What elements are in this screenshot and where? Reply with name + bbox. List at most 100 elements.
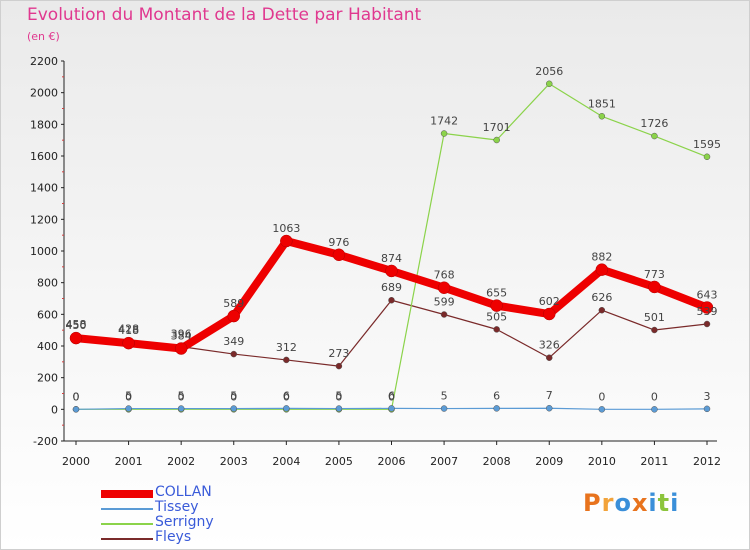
data-label-serrigny: 1742 [430, 115, 458, 128]
data-point-tissey [177, 405, 185, 412]
y-tick-label: 800 [37, 277, 58, 290]
data-label-serrigny: 1726 [640, 117, 668, 130]
data-point-serrigny [598, 113, 606, 120]
legend-swatch-fleys [101, 537, 153, 540]
data-label-serrigny: 0 [283, 390, 290, 403]
data-label-fleys: 326 [539, 339, 560, 352]
data-label-fleys: 349 [223, 335, 244, 348]
data-point-tissey [651, 406, 658, 413]
data-point-tissey [230, 405, 237, 412]
y-tick-label: 2200 [30, 55, 58, 68]
data-point-collan [385, 264, 398, 278]
data-label-tissey: 5 [335, 390, 342, 403]
data-point-serrigny [440, 130, 448, 137]
legend-label-serrigny: Serrigny [155, 514, 214, 530]
logo-letter: o [614, 489, 632, 517]
x-tick-label: 2008 [483, 455, 511, 468]
logo-letter: t [657, 489, 671, 517]
y-tick-label: -200 [33, 435, 58, 448]
data-point-collan [700, 301, 714, 314]
data-label-tissey: 3 [704, 390, 711, 403]
legend-label-fleys: Fleys [155, 529, 192, 545]
logo-letter: i [648, 489, 658, 517]
data-point-tissey [493, 405, 500, 412]
y-tick-label: 400 [37, 340, 58, 353]
data-point-fleys [493, 326, 500, 333]
data-label-fleys: 312 [276, 341, 297, 354]
data-label-fleys: 428 [118, 323, 139, 336]
data-point-collan [69, 331, 83, 345]
data-label-collan: 655 [486, 287, 507, 300]
data-label-fleys: 599 [434, 295, 455, 308]
data-point-tissey [335, 405, 343, 412]
data-label-serrigny: 1851 [588, 97, 616, 110]
legend-item-fleys: Fleys [101, 529, 301, 546]
series-line-serrigny [75, 83, 708, 410]
data-label-collan: 450 [66, 319, 87, 332]
data-label-collan: 773 [644, 268, 665, 281]
data-point-collan [595, 263, 609, 276]
logo-letter: i [670, 489, 680, 517]
data-label-fleys: 505 [486, 310, 507, 323]
data-label-serrigny: 0 [178, 390, 185, 403]
data-label-collan: 976 [328, 236, 349, 249]
data-label-tissey: 5 [230, 390, 237, 403]
data-label-tissey: 0 [651, 390, 658, 403]
data-point-serrigny [703, 153, 711, 161]
data-point-fleys [440, 311, 448, 318]
data-label-collan: 384 [171, 330, 192, 343]
data-point-fleys [703, 320, 711, 328]
data-point-tissey [598, 406, 606, 413]
data-label-serrigny: 0 [125, 390, 132, 403]
y-tick-label: 2000 [30, 87, 58, 100]
y-tick-label: 1600 [30, 150, 58, 163]
data-point-fleys [546, 354, 553, 361]
data-label-collan: 874 [381, 252, 402, 265]
data-label-collan: 1063 [272, 222, 300, 235]
data-point-tissey [546, 404, 553, 412]
data-label-collan: 643 [697, 289, 718, 302]
legend-label-tissey: Tissey [155, 499, 199, 515]
data-point-collan [122, 336, 135, 350]
data-point-tissey [283, 405, 290, 412]
legend-item-tissey: Tissey [101, 499, 301, 516]
x-tick-label: 2003 [220, 455, 248, 468]
data-label-serrigny: 1701 [483, 121, 511, 134]
legend-label-collan: COLLAN [155, 484, 212, 500]
data-label-fleys: 396 [171, 328, 192, 341]
data-label-fleys: 626 [591, 291, 612, 304]
y-tick-label: 1400 [30, 182, 58, 195]
data-point-serrigny [651, 132, 658, 140]
legend: COLLAN Tissey Serrigny Fleys [101, 484, 301, 546]
data-point-fleys [230, 350, 237, 358]
data-label-collan: 882 [591, 251, 612, 264]
data-label-tissey: 5 [125, 390, 132, 403]
data-point-collan [280, 234, 293, 248]
data-point-collan [490, 299, 503, 312]
data-label-tissey: 0 [73, 390, 80, 403]
legend-swatch-serrigny [101, 522, 153, 525]
x-tick-label: 2009 [535, 455, 563, 468]
data-label-fleys: 273 [328, 347, 349, 360]
data-point-collan [227, 309, 240, 323]
y-tick-label: 200 [37, 372, 58, 385]
data-label-fleys: 539 [697, 305, 718, 318]
data-point-serrigny [493, 136, 500, 144]
logo-letter: x [631, 489, 649, 517]
x-tick-label: 2012 [693, 455, 721, 468]
legend-swatch-tissey [101, 507, 153, 510]
data-label-serrigny: 0 [388, 390, 395, 403]
y-tick-label: 1000 [30, 245, 58, 258]
data-label-fleys: 689 [381, 281, 402, 294]
logo-letter: r [601, 489, 615, 517]
data-point-tissey [72, 406, 80, 413]
logo-letter: P [583, 489, 602, 517]
data-label-tissey: 0 [598, 390, 605, 403]
y-tick-label: 600 [37, 308, 58, 321]
data-label-tissey: 6 [388, 389, 395, 402]
x-tick-label: 2011 [640, 455, 668, 468]
data-point-collan [174, 342, 188, 355]
data-point-tissey [440, 405, 448, 412]
